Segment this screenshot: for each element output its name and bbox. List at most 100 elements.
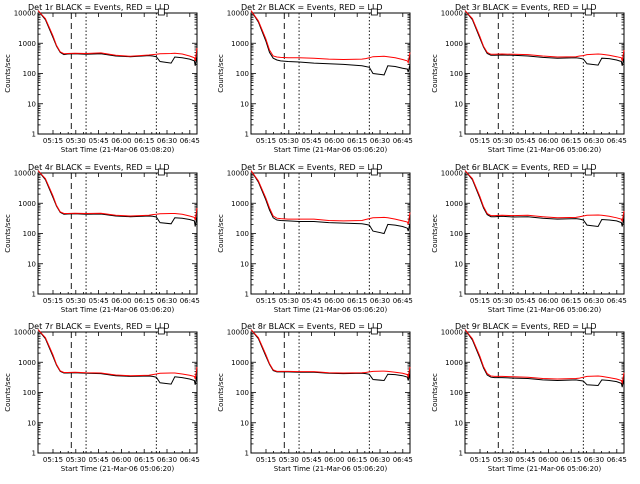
x-tick-label: 05:30: [493, 297, 513, 305]
x-tick-label: 06:15: [134, 137, 154, 145]
x-axis-label: Start Time (21-Mar-06 05:06:20): [488, 306, 602, 314]
y-axis-label: Counts/sec: [4, 214, 12, 253]
y-tick-label: 1: [32, 291, 36, 299]
events-series-line: [37, 10, 198, 66]
y-tick-label: 10000: [227, 10, 249, 18]
time-marker-box: [157, 8, 165, 16]
x-tick-label: 05:45: [516, 137, 536, 145]
x-tick-label: 06:30: [157, 297, 177, 305]
y-tick-label: 1000: [18, 200, 36, 208]
x-tick-label: 05:30: [279, 297, 299, 305]
y-tick-label: 10: [27, 260, 36, 268]
panel-8: Det 8r BLACK = Events, RED = LLD 1 10 100 10…: [217, 322, 413, 473]
events-series-line: [464, 10, 625, 66]
x-tick-label: 06:30: [157, 137, 177, 145]
x-tick-label: 06:45: [607, 137, 627, 145]
x-tick-label: 05:15: [470, 137, 490, 145]
panel-title: Det 3r BLACK = Events, RED = LLD: [455, 3, 597, 12]
x-tick-label: 05:45: [302, 297, 322, 305]
y-tick-label: 10000: [227, 329, 249, 337]
events-series-line: [250, 10, 411, 76]
y-tick-label: 1: [245, 450, 249, 458]
y-tick-label: 10: [240, 100, 249, 108]
x-tick-label: 05:15: [43, 137, 63, 145]
y-tick-label: 1: [245, 291, 249, 299]
x-tick-label: 06:30: [370, 456, 390, 464]
y-tick-label: 10: [454, 100, 463, 108]
y-tick-label: 1: [32, 450, 36, 458]
x-tick-label: 06:15: [561, 137, 581, 145]
x-axis-label: Start Time (21-Mar-06 05:06:20): [274, 146, 388, 154]
panel-5: Det 5r BLACK = Events, RED = LLD 1 10 100 10…: [217, 163, 413, 314]
panel-title: Det 7r BLACK = Events, RED = LLD: [28, 322, 170, 331]
x-tick-label: 06:15: [347, 297, 367, 305]
plot-frame: [464, 12, 625, 135]
y-axis-label: Counts/sec: [217, 214, 225, 253]
y-tick-label: 1000: [18, 359, 36, 367]
y-axis-label: Counts/sec: [431, 54, 439, 93]
panel-6: Det 6r BLACK = Events, RED = LLD 1 10 100 10…: [431, 163, 627, 314]
panel-title: Det 2r BLACK = Events, RED = LLD: [241, 3, 383, 12]
x-tick-label: 05:30: [66, 456, 86, 464]
plot-frame: [37, 172, 198, 295]
y-axis-label: Counts/sec: [217, 373, 225, 412]
time-marker-box: [584, 8, 592, 16]
x-tick-label: 06:30: [584, 137, 604, 145]
x-axis-label: Start Time (21-Mar-06 05:06:20): [488, 465, 602, 473]
y-axis-label: Counts/sec: [4, 54, 12, 93]
y-tick-label: 100: [236, 389, 249, 397]
y-tick-label: 1000: [445, 359, 463, 367]
x-tick-label: 06:00: [538, 137, 558, 145]
x-tick-label: 05:15: [256, 297, 276, 305]
time-marker-box: [584, 327, 592, 335]
x-tick-label: 06:15: [561, 297, 581, 305]
panel-2: Det 2r BLACK = Events, RED = LLD 1 10 100 10…: [217, 3, 413, 154]
x-tick-label: 06:45: [393, 456, 413, 464]
x-tick-label: 06:00: [324, 137, 344, 145]
lld-series-line: [250, 170, 411, 225]
panel-7: Det 7r BLACK = Events, RED = LLD 1 10 100 10…: [4, 322, 200, 473]
y-axis-label: Counts/sec: [217, 54, 225, 93]
x-tick-label: 06:30: [370, 297, 390, 305]
x-tick-label: 06:30: [584, 456, 604, 464]
x-axis-label: Start Time (21-Mar-06 05:06:20): [274, 306, 388, 314]
plot-frame: [250, 12, 411, 135]
panel-3: Det 3r BLACK = Events, RED = LLD 1 10 100 10…: [431, 3, 627, 154]
y-tick-label: 10000: [14, 329, 36, 337]
x-tick-label: 05:30: [279, 137, 299, 145]
plot-frame: [464, 331, 625, 454]
panel-title: Det 8r BLACK = Events, RED = LLD: [241, 322, 383, 331]
x-tick-label: 05:15: [470, 456, 490, 464]
y-tick-label: 10: [454, 260, 463, 268]
panel-1: Det 1r BLACK = Events, RED = LLD 1 10 100 10…: [4, 3, 200, 154]
y-tick-label: 10000: [441, 170, 463, 178]
plot-frame: [37, 331, 198, 454]
y-tick-label: 10: [454, 419, 463, 427]
time-marker-box: [157, 327, 165, 335]
y-tick-label: 1: [459, 131, 463, 139]
y-tick-label: 1000: [445, 200, 463, 208]
x-tick-label: 06:45: [180, 456, 200, 464]
x-tick-label: 06:30: [157, 456, 177, 464]
x-tick-label: 05:45: [302, 137, 322, 145]
lld-series-line: [37, 329, 198, 380]
y-axis-label: Counts/sec: [431, 214, 439, 253]
panel-title: Det 1r BLACK = Events, RED = LLD: [28, 3, 170, 12]
y-tick-label: 100: [236, 70, 249, 78]
x-tick-label: 06:00: [324, 456, 344, 464]
y-tick-label: 100: [23, 70, 36, 78]
y-tick-label: 10: [240, 419, 249, 427]
y-tick-label: 1000: [231, 359, 249, 367]
y-tick-label: 100: [236, 230, 249, 238]
lld-series-line: [464, 170, 625, 222]
y-tick-label: 100: [23, 230, 36, 238]
lld-series-line: [464, 10, 625, 62]
x-tick-label: 06:00: [324, 297, 344, 305]
plot-frame: [37, 12, 198, 135]
time-marker-box: [370, 168, 378, 176]
y-axis-label: Counts/sec: [431, 373, 439, 412]
x-tick-label: 05:15: [470, 297, 490, 305]
x-tick-label: 05:30: [493, 456, 513, 464]
lld-series-line: [250, 10, 411, 65]
x-axis-label: Start Time (21-Mar-06 05:06:20): [274, 465, 388, 473]
